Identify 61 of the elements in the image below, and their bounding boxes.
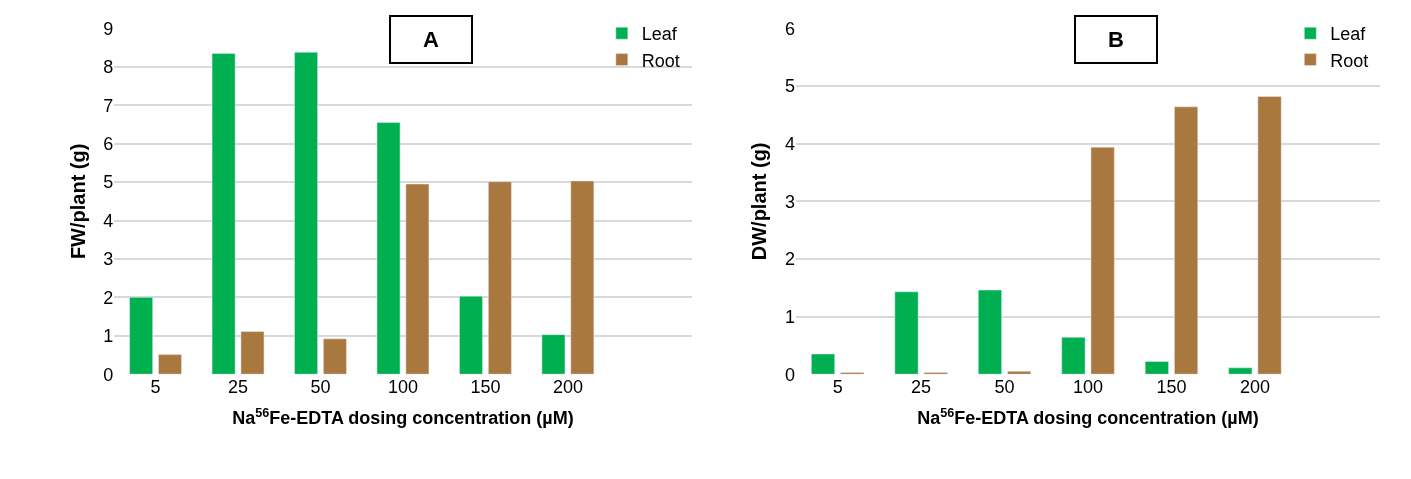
y-tick-label: 5 [103, 172, 114, 193]
x-axis-title: Na$^{56}$Fe-EDTA dosing concentration (µM) [232, 405, 574, 429]
legend-label: Root [641, 50, 680, 71]
x-tick-label: 50 [310, 377, 331, 398]
bar [1061, 337, 1086, 375]
y-tick-label: 1 [784, 306, 795, 327]
x-tick-label: 150 [1156, 377, 1187, 398]
y-axis-title: DW/plant (g) [748, 142, 771, 261]
bar [541, 334, 566, 375]
x-tick-label: 25 [228, 377, 249, 398]
legend-label: Root [1330, 50, 1369, 71]
chart-title: B [1108, 27, 1124, 52]
y-tick-label: 9 [103, 18, 114, 39]
bar [376, 122, 401, 375]
y-tick-label: 4 [784, 134, 795, 155]
y-tick-label: 0 [784, 364, 795, 385]
x-tick-label: 150 [470, 377, 501, 398]
bar [1174, 106, 1199, 375]
y-tick-label: 3 [784, 191, 795, 212]
y-tick-label: 7 [103, 95, 114, 116]
bar [1090, 146, 1115, 375]
y-tick-label: 8 [103, 57, 114, 78]
y-tick-label: 6 [784, 18, 795, 39]
x-tick-label: 50 [994, 377, 1015, 398]
legend-label: Leaf [641, 24, 678, 45]
y-tick-label: 2 [784, 249, 795, 270]
bar [211, 53, 236, 375]
bar [894, 291, 919, 375]
y-tick-label: 3 [103, 249, 114, 270]
bar [1228, 367, 1253, 375]
x-tick-label: 25 [911, 377, 932, 398]
bar [459, 295, 483, 375]
x-tick-label: 100 [387, 377, 418, 398]
x-tick-label: 200 [552, 377, 583, 398]
chart-title: A [423, 27, 439, 52]
bar [240, 331, 265, 375]
x-tick-label: 200 [1239, 377, 1270, 398]
y-tick-label: 4 [103, 210, 114, 231]
bar [294, 52, 318, 375]
x-tick-label: 5 [832, 377, 843, 398]
bar [323, 338, 347, 375]
y-tick-label: 1 [103, 326, 114, 347]
bar [488, 181, 512, 375]
y-tick-label: 0 [103, 364, 114, 385]
bar [405, 183, 430, 375]
x-tick-label: 5 [150, 377, 161, 398]
bar [129, 297, 153, 375]
x-axis-title: Na$^{56}$Fe-EDTA dosing concentration (µM) [917, 405, 1259, 429]
y-tick-label: 5 [784, 76, 795, 97]
bar [1257, 96, 1282, 375]
bar [1144, 361, 1169, 375]
bar [158, 354, 182, 375]
x-tick-label: 100 [1073, 377, 1104, 398]
bar [978, 289, 1002, 375]
bar [1007, 371, 1032, 375]
bar [570, 180, 595, 375]
legend-label: Leaf [1330, 24, 1367, 45]
y-axis-title: FW/plant (g) [66, 143, 89, 260]
bar [811, 353, 835, 375]
y-tick-label: 6 [103, 134, 114, 155]
y-tick-label: 2 [103, 287, 114, 308]
